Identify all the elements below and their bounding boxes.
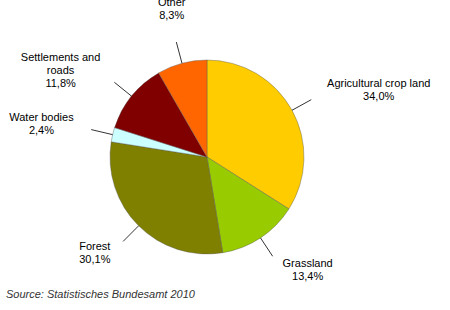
category-label: Grassland [283, 257, 333, 269]
value-label: 30,1% [79, 253, 110, 265]
value-label: 8,3% [159, 9, 184, 21]
source-note: Source: Statistisches Bundesamt 2010 [6, 288, 196, 300]
category-label: Other [158, 0, 186, 8]
value-label: 11,8% [45, 77, 76, 89]
pie-slice [110, 142, 223, 254]
pie-slice [159, 60, 207, 157]
leader-line [261, 238, 273, 256]
leader-line [91, 130, 112, 135]
value-label: 13,4% [292, 270, 323, 282]
leader-line [123, 226, 139, 242]
labels: Agricultural crop land34,0% Grassland13,4… [9, 0, 430, 282]
category-label: Agricultural crop land [327, 77, 430, 89]
leader-line [176, 42, 182, 63]
value-label: 34,0% [363, 90, 394, 102]
leader-line [114, 82, 131, 96]
leader-line [292, 100, 311, 111]
chart: Agricultural crop land34,0% Grassland13,4… [0, 0, 450, 310]
category-label: Water bodies [9, 111, 74, 123]
value-label: 2,4% [29, 124, 54, 136]
slices [110, 60, 304, 254]
category-label: Settlements androads [21, 51, 101, 76]
category-label: Forest [79, 240, 110, 252]
